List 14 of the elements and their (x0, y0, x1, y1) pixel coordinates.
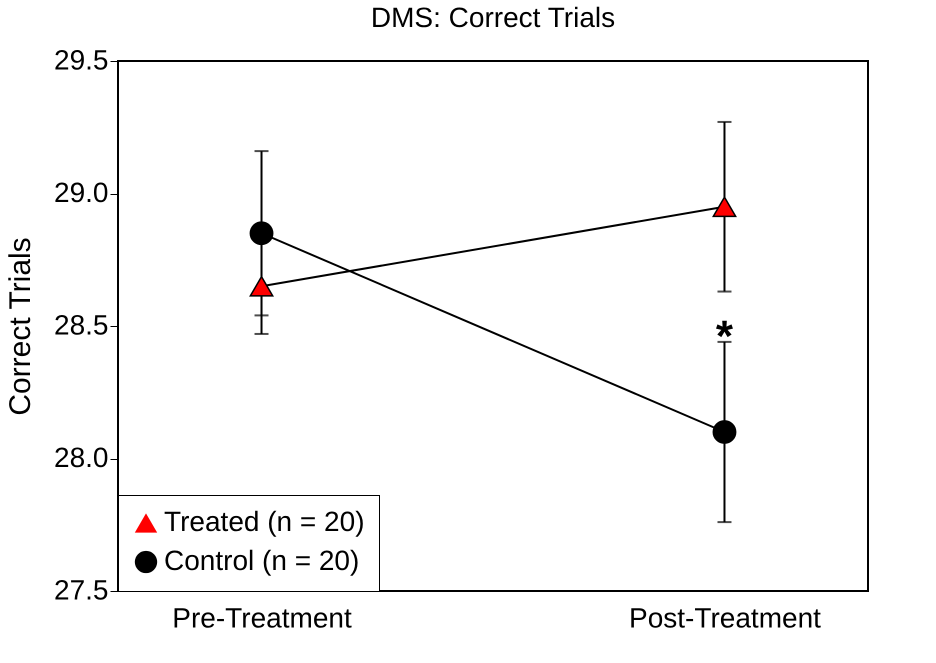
y-tick-label: 28.5 (54, 310, 108, 340)
chart-title: DMS: Correct Trials (370, 2, 616, 33)
x-tick-label: Post-Treatment (629, 602, 822, 634)
y-tick-label: 29.5 (54, 44, 108, 76)
y-tick-label: 27.5 (54, 574, 108, 606)
point (712, 420, 736, 444)
y-tick-label: 28.0 (54, 442, 108, 473)
legend-label: Control (n = 20) (164, 545, 360, 576)
annotation: * (716, 312, 734, 361)
legend-label: Treated (n = 20) (164, 506, 365, 537)
point (250, 221, 274, 246)
y-tick-label: 29.0 (54, 177, 108, 208)
x-tick-label: Pre-Treatment (172, 602, 352, 634)
y-axis-title: Correct Trials (4, 237, 38, 416)
